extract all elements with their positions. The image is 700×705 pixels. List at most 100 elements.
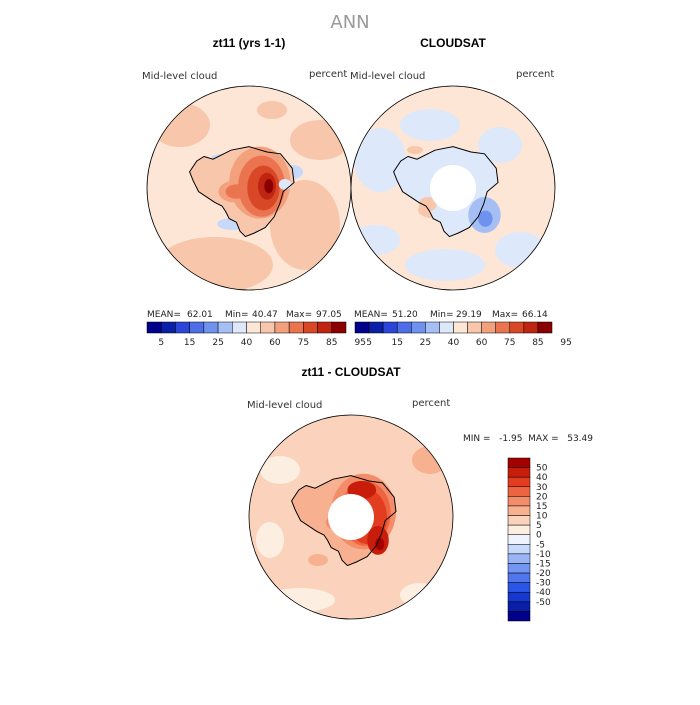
stats-max: 66.14 [522, 310, 548, 320]
colorbar-tick-label: 40 [536, 473, 548, 483]
colorbar-swatch [507, 467, 531, 478]
stats-mean: 62.01 [187, 310, 213, 320]
page-title: ANN [330, 12, 369, 33]
colorbar-tick-label: 5 [158, 338, 164, 348]
colorbar-swatch [175, 321, 190, 334]
colorbar-tick-label: -50 [536, 598, 551, 608]
colorbar-model: 5 15 25 40 60 75 85 95 [146, 321, 366, 348]
panel-diff: zt11 - CLOUDSAT Mid-level cloud percent … [247, 365, 593, 622]
colorbar-tick-label: -20 [536, 569, 551, 579]
colorbar-swatch [507, 591, 531, 603]
colorbar-swatch [507, 601, 531, 612]
colorbar-swatch [507, 582, 531, 593]
colorbar-swatch [537, 321, 553, 334]
colorbar-tick-label: 15 [184, 338, 195, 348]
colorbar-swatch [507, 496, 531, 507]
colorbar-swatch [288, 321, 304, 334]
field-label: Mid-level cloud [350, 71, 425, 82]
colorbar-swatch [509, 321, 525, 334]
colorbar-tick-label: 85 [326, 338, 337, 348]
colorbar-swatch [260, 321, 276, 334]
field-label: Mid-level cloud [247, 400, 322, 411]
colorbar-obs: 5 15 25 40 60 75 85 95 [354, 321, 572, 348]
colorbar-tick-label: -30 [536, 579, 551, 589]
colorbar-tick-label: 95 [354, 338, 365, 348]
colorbar-swatch [354, 321, 370, 334]
colorbar-tick-label: 75 [298, 338, 309, 348]
colorbar-swatch [368, 321, 384, 334]
stats-line: MEAN= 62.01 Min= 40.47 Max= 97.05 [147, 310, 342, 320]
stats-line: MEAN= 51.20 Min= 29.19 Max= 66.14 [354, 310, 548, 320]
colorbar-tick-label: 95 [560, 338, 571, 348]
unit-label: percent [516, 69, 554, 80]
colorbar-tick-label: 5 [536, 521, 542, 531]
colorbar-swatch [274, 321, 290, 334]
colorbar-swatch [507, 486, 531, 497]
stats-mean-label: MEAN= [354, 310, 388, 320]
colorbar-swatch [495, 321, 511, 334]
stats-max: 97.05 [316, 310, 342, 320]
colorbar-tick-label: 10 [536, 512, 548, 522]
colorbar-swatch [507, 553, 531, 564]
stats-mean: 51.20 [392, 310, 418, 320]
colorbar-swatch [217, 321, 233, 334]
stats-min: 29.19 [456, 310, 482, 320]
colorbar-tick-label: -15 [536, 559, 551, 569]
colorbar-swatch [507, 476, 531, 488]
unit-label: percent [412, 398, 450, 409]
colorbar-tick-label: 25 [420, 338, 431, 348]
colorbar-swatch [453, 321, 468, 334]
panel-title: CLOUDSAT [420, 36, 486, 50]
panel-title: zt11 - CLOUDSAT [301, 365, 401, 379]
colorbar-tick-label: 30 [536, 483, 548, 493]
colorbar-swatch [396, 321, 412, 334]
colorbar-swatch [507, 534, 531, 545]
stats-min-label: Min= [430, 310, 454, 320]
colorbar-swatch [507, 505, 531, 516]
stats-mean-label: MEAN= [147, 310, 181, 320]
colorbar-swatch [146, 321, 162, 334]
colorbar-tick-label: 20 [536, 492, 548, 502]
colorbar-swatch [481, 321, 496, 334]
stats-min: 40.47 [252, 310, 278, 320]
colorbar-tick-label: 15 [536, 502, 547, 512]
colorbar-swatch [246, 321, 261, 334]
colorbar-tick-label: 50 [536, 464, 548, 474]
map-diff [249, 415, 453, 619]
colorbar-swatch [331, 321, 347, 334]
colorbar-tick-label: -10 [536, 550, 551, 560]
colorbar-tick-label: -40 [536, 588, 551, 598]
colorbar-swatch [507, 611, 531, 622]
colorbar-swatch [317, 321, 333, 334]
colorbar-swatch [507, 524, 531, 535]
colorbar-tick-label: 85 [532, 338, 543, 348]
colorbar-swatch [232, 321, 247, 334]
colorbar-swatch [439, 321, 454, 334]
unit-label: percent [309, 69, 347, 80]
panel-model: zt11 (yrs 1-1) Mid-level cloud percent [142, 36, 366, 348]
map-model [147, 86, 351, 290]
colorbar-tick-label: 25 [212, 338, 223, 348]
colorbar-swatch [203, 321, 219, 334]
map-border [350, 85, 556, 291]
map-obs [351, 86, 555, 290]
field-label: Mid-level cloud [142, 71, 217, 82]
colorbar-tick-label: 5 [366, 338, 372, 348]
colorbar-tick-label: 15 [391, 338, 402, 348]
colorbar-tick-label: 60 [476, 338, 488, 348]
panel-obs: CLOUDSAT Mid-level cloud percent [350, 36, 572, 348]
stats-line: MIN = -1.95 MAX = 53.49 [463, 434, 593, 444]
colorbar-swatch [507, 544, 531, 555]
stats-min-label: Min= [225, 310, 249, 320]
colorbar-swatch [507, 563, 531, 574]
colorbar-tick-label: -5 [536, 540, 545, 550]
colorbar-tick-label: 60 [269, 338, 281, 348]
colorbar-swatch [467, 321, 482, 334]
colorbar-swatch [189, 321, 205, 334]
colorbar-tick-label: 40 [241, 338, 253, 348]
colorbar-tick-label: 75 [504, 338, 515, 348]
colorbar-swatch [507, 515, 531, 526]
colorbar-swatch [507, 457, 531, 468]
